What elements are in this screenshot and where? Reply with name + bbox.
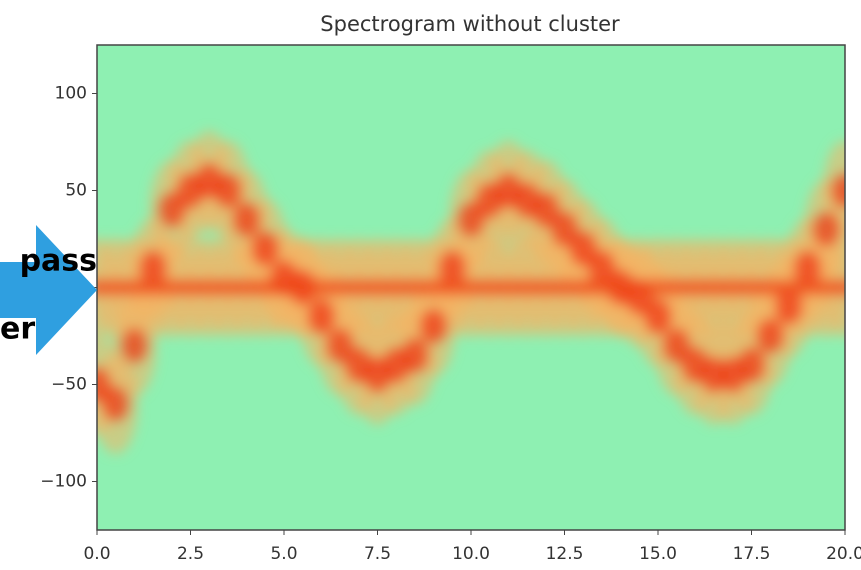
x-tick-label: 12.5 <box>546 544 584 564</box>
plot-area <box>97 45 845 530</box>
energy-peak <box>774 288 803 325</box>
energy-peak <box>213 172 242 209</box>
y-tick-label: −50 <box>51 375 87 395</box>
energy-peak <box>756 318 785 354</box>
energy-peak <box>662 327 691 364</box>
x-tick-label: 20.0 <box>826 544 861 564</box>
x-tick-label: 17.5 <box>733 544 771 564</box>
energy-peak <box>644 298 672 335</box>
energy-peak <box>587 250 616 287</box>
energy-peak <box>120 327 149 364</box>
x-tick-label: 7.5 <box>364 544 391 564</box>
energy-layer <box>97 130 845 454</box>
annotation-text: pass <box>20 244 97 279</box>
x-tick-label: 2.5 <box>177 544 204 564</box>
x-tick-label: 15.0 <box>639 544 677 564</box>
x-tick-label: 10.0 <box>452 544 490 564</box>
energy-peak <box>157 191 186 228</box>
y-tick-label: 50 <box>65 181 87 201</box>
energy-peak <box>232 201 261 238</box>
energy-peak <box>812 211 841 248</box>
annotation-text: er <box>0 312 35 347</box>
energy-peak <box>438 250 467 287</box>
arrow <box>0 225 97 355</box>
energy-peak <box>251 230 280 267</box>
energy-peak <box>793 250 822 287</box>
energy-peak <box>550 211 579 248</box>
energy-peak <box>419 308 448 345</box>
chart-title: Spectrogram without cluster <box>320 12 620 36</box>
energy-peak <box>326 327 355 364</box>
energy-peak <box>307 298 336 335</box>
energy-peak <box>457 201 485 238</box>
x-tick-label: 0.0 <box>83 544 110 564</box>
x-tick-label: 5.0 <box>270 544 297 564</box>
energy-peak <box>831 278 845 297</box>
y-tick-label: −100 <box>40 472 87 492</box>
energy-peak <box>737 347 766 384</box>
y-tick-label: 100 <box>55 84 87 104</box>
energy-peak <box>101 385 130 422</box>
energy-peak <box>139 250 168 287</box>
energy-peak <box>531 191 560 228</box>
energy-peak <box>400 337 429 374</box>
energy-peak <box>831 172 845 209</box>
energy-peak <box>569 230 598 267</box>
